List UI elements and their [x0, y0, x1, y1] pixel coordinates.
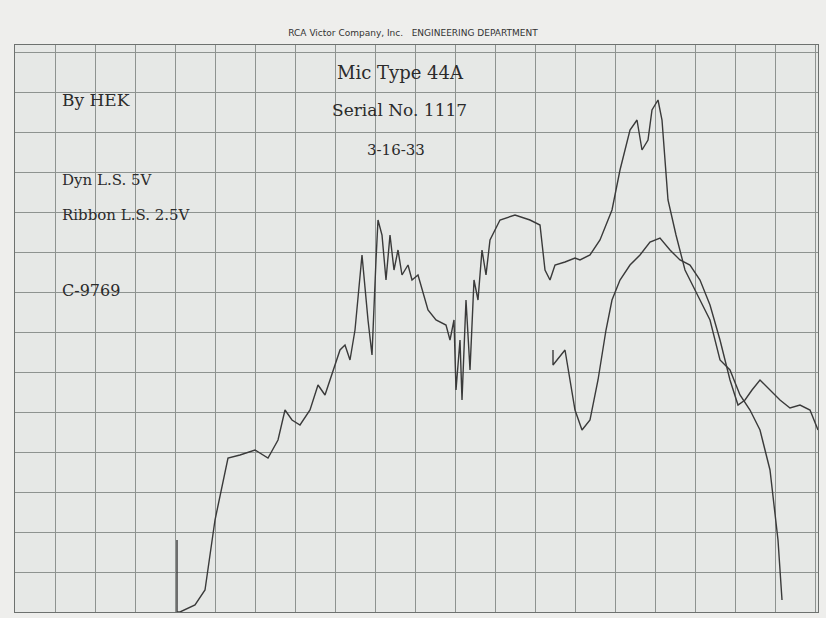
- svg-text:Serial No. 1117: Serial No. 1117: [332, 100, 467, 120]
- svg-text:By HEK: By HEK: [62, 90, 130, 110]
- svg-text:C-9769: C-9769: [62, 281, 120, 300]
- svg-text:Mic Type 44A: Mic Type 44A: [337, 62, 464, 83]
- svg-text:3-16-33: 3-16-33: [367, 141, 425, 159]
- svg-text:Ribbon L.S. 2.5V: Ribbon L.S. 2.5V: [62, 206, 191, 224]
- svg-text:Dyn L.S. 5V: Dyn L.S. 5V: [62, 171, 152, 189]
- svg-text:RCA Victor Company, Inc. ENG: RCA Victor Company, Inc. ENGINEERING DEP…: [288, 28, 538, 38]
